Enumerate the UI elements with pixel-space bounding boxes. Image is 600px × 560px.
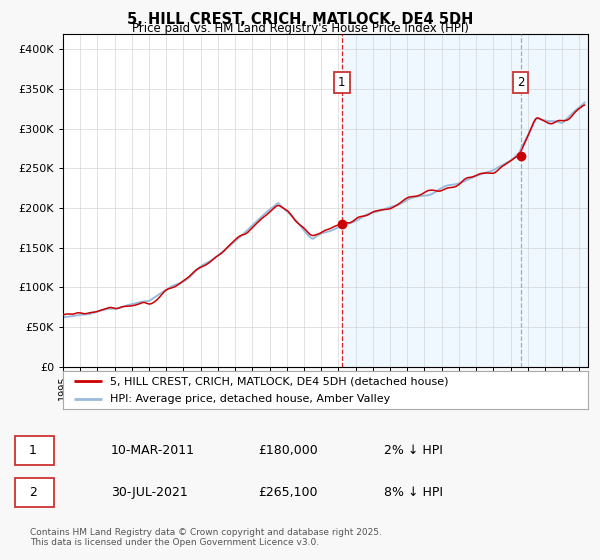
Text: 30-JUL-2021: 30-JUL-2021 [111,486,188,500]
Text: 1: 1 [338,76,346,89]
Text: HPI: Average price, detached house, Amber Valley: HPI: Average price, detached house, Ambe… [110,394,391,404]
Text: 2: 2 [517,76,524,89]
Text: 5, HILL CREST, CRICH, MATLOCK, DE4 5DH (detached house): 5, HILL CREST, CRICH, MATLOCK, DE4 5DH (… [110,376,449,386]
Text: 10-MAR-2011: 10-MAR-2011 [111,444,195,458]
Text: Price paid vs. HM Land Registry's House Price Index (HPI): Price paid vs. HM Land Registry's House … [131,22,469,35]
Text: 8% ↓ HPI: 8% ↓ HPI [384,486,443,500]
Text: 2: 2 [29,486,37,500]
Text: 5, HILL CREST, CRICH, MATLOCK, DE4 5DH: 5, HILL CREST, CRICH, MATLOCK, DE4 5DH [127,12,473,27]
Text: 2% ↓ HPI: 2% ↓ HPI [384,444,443,458]
Bar [341,34,588,367]
Text: 1: 1 [29,444,37,458]
Text: £265,100: £265,100 [258,486,317,500]
Text: £180,000: £180,000 [258,444,318,458]
Text: Contains HM Land Registry data © Crown copyright and database right 2025.
This d: Contains HM Land Registry data © Crown c… [30,528,382,547]
